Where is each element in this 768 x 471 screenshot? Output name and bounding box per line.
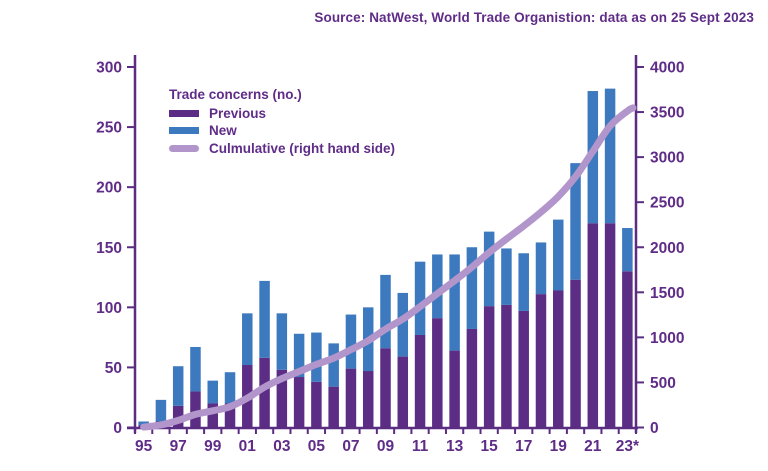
x-axis-label-05: 05	[308, 438, 326, 455]
legend-item-previous: Previous	[169, 105, 395, 123]
bar-previous-11	[414, 334, 426, 428]
bar-new-10	[397, 292, 409, 357]
x-axis-label-95: 95	[135, 438, 153, 455]
right-axis-label-1000: 1000	[650, 330, 684, 347]
right-axis-label-3500: 3500	[650, 105, 684, 122]
right-axis-label-3000: 3000	[650, 150, 684, 167]
bar-previous-13	[449, 350, 460, 428]
left-axis-label-50: 50	[105, 360, 122, 377]
legend-item-new: New	[169, 122, 395, 140]
bar-previous-05	[311, 381, 322, 428]
legend-label-previous: Previous	[209, 105, 267, 121]
bar-new-14	[466, 247, 478, 329]
right-axis-label-4000: 4000	[650, 60, 684, 77]
bar-previous-10	[397, 356, 409, 428]
legend-label-cumulative: Culmulative (right hand side)	[209, 140, 396, 156]
bar-new-02	[259, 280, 270, 358]
bar-new-09	[380, 274, 391, 349]
left-axis-label-300: 300	[96, 60, 122, 77]
bar-previous-16	[501, 304, 512, 428]
right-axis-label-2500: 2500	[650, 195, 684, 212]
bar-previous-08	[362, 371, 374, 428]
bar-previous-22	[604, 223, 616, 428]
left-axis-label-100: 100	[96, 300, 122, 317]
bar-new-17	[518, 253, 529, 311]
left-axis-label-150: 150	[96, 240, 122, 257]
x-axis-label-99: 99	[204, 438, 222, 455]
bar-new-95	[138, 421, 149, 426]
bar-previous-00	[224, 403, 236, 428]
bar-previous-21	[587, 223, 599, 428]
left-axis-label-250: 250	[96, 120, 122, 137]
left-axis-label-200: 200	[96, 180, 122, 197]
bar-new-22	[604, 88, 616, 224]
bar-new-00	[224, 372, 236, 404]
bar-previous-18	[535, 294, 547, 428]
bar-new-03	[276, 313, 288, 370]
bar-previous-04	[293, 377, 305, 428]
bar-new-99	[207, 380, 218, 404]
bar-new-96	[155, 399, 167, 422]
x-axis-label-17: 17	[515, 438, 532, 455]
legend-title: Trade concerns (no.)	[169, 87, 302, 102]
bar-previous-07	[345, 368, 357, 428]
bar-previous-15	[483, 306, 495, 428]
bar-new-16	[501, 248, 512, 305]
bar-new-15	[483, 231, 495, 307]
bar-new-19	[553, 219, 564, 291]
bar-previous-12	[432, 318, 443, 428]
x-axis-label-19: 19	[550, 438, 568, 455]
right-axis-label-2000: 2000	[650, 240, 684, 257]
bar-new-05	[311, 332, 322, 382]
bar-new-12	[432, 254, 443, 319]
bar-previous-02	[259, 357, 270, 428]
x-axis-label-97: 97	[170, 438, 187, 455]
cumulative-line	[140, 104, 637, 431]
x-axis-label-23*: 23*	[616, 438, 640, 455]
bar-new-18	[535, 242, 547, 295]
right-axis-label-500: 500	[650, 375, 676, 392]
bar-new-20	[570, 163, 581, 280]
bar-previous-99	[207, 403, 218, 428]
bar-new-23*	[622, 228, 633, 272]
right-axis-label-1500: 1500	[650, 285, 684, 302]
bar-previous-98	[190, 391, 201, 428]
bar-new-04	[293, 333, 305, 378]
left-axis-label-0: 0	[113, 420, 122, 437]
bar-new-13	[449, 254, 460, 351]
bar-new-06	[328, 343, 339, 387]
x-axis-label-09: 09	[377, 438, 395, 455]
chart-legend: Trade concerns (no.) Previous New Culmul…	[169, 86, 395, 157]
legend-label-new: New	[209, 123, 237, 138]
bar-previous-14	[466, 328, 478, 428]
cumulative-swatch-icon	[169, 144, 199, 152]
bar-new-01	[242, 313, 253, 366]
x-axis-label-13: 13	[446, 438, 464, 455]
bar-previous-09	[380, 348, 391, 428]
bar-new-97	[172, 366, 184, 406]
x-axis-label-21: 21	[584, 438, 602, 455]
bar-previous-19	[553, 290, 564, 428]
right-axis-label-0: 0	[650, 420, 659, 437]
bar-previous-03	[276, 369, 288, 428]
bar-previous-97	[172, 405, 184, 428]
bar-previous-20	[570, 279, 581, 428]
x-axis-label-01: 01	[239, 438, 257, 455]
bar-new-11	[414, 261, 426, 335]
x-axis-label-11: 11	[412, 438, 429, 455]
previous-swatch-icon	[169, 109, 199, 117]
bar-new-07	[345, 314, 357, 369]
source-note: Source: NatWest, World Trade Organistion…	[314, 10, 754, 25]
x-axis-label-15: 15	[481, 438, 499, 455]
bar-new-98	[190, 346, 201, 392]
x-axis-label-07: 07	[342, 438, 359, 455]
bar-previous-17	[518, 310, 529, 428]
new-swatch-icon	[169, 127, 199, 135]
x-axis-label-03: 03	[273, 438, 291, 455]
bar-previous-06	[328, 386, 339, 428]
bar-previous-23*	[622, 271, 633, 428]
legend-item-cumulative: Culmulative (right hand side)	[169, 140, 395, 158]
